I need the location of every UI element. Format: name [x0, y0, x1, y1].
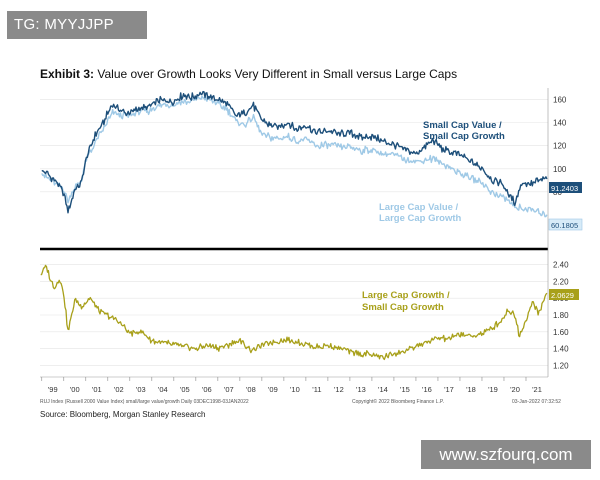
x-tick-label: '01	[92, 385, 102, 394]
y-tick-bottom: 2.40	[553, 260, 569, 269]
y-tick-top: 160	[553, 96, 567, 105]
y-tick-top: 100	[553, 165, 567, 174]
growth-ratio-last-value: 2.0629	[551, 291, 574, 300]
x-tick-label: '06	[202, 385, 212, 394]
watermark-top: TG: MYYJJPP	[7, 11, 147, 39]
x-tick-label: '10	[290, 385, 300, 394]
x-tick-label: '00	[70, 385, 80, 394]
bottom-gridlines	[40, 264, 548, 366]
x-tick-label: '09	[268, 385, 278, 394]
x-tick-label: '14	[378, 385, 388, 394]
y-tick-bottom: 1.20	[553, 362, 569, 371]
large-cap-last-value: 60.1805	[551, 221, 578, 230]
x-tick-label: '13	[356, 385, 366, 394]
large-cap-last-value-box	[548, 218, 583, 231]
y-tick-bottom: 2.20	[553, 277, 569, 286]
x-tick-label: '20	[510, 385, 520, 394]
large-cap-label-line2: Large Cap Growth	[379, 213, 462, 224]
large-small-growth-ratio-line	[40, 264, 548, 361]
y-tick-bottom: 1.40	[553, 345, 569, 354]
source-note: Source: Bloomberg, Morgan Stanley Resear…	[40, 410, 206, 419]
exhibit-number: Exhibit 3:	[40, 67, 95, 81]
y-tick-bottom: 1.60	[553, 328, 569, 337]
large-cap-label-line1: Large Cap Value /	[379, 202, 459, 213]
x-tick-label: '12	[334, 385, 344, 394]
x-tick-label: '04	[158, 385, 168, 394]
x-tick-label: '02	[114, 385, 124, 394]
small-cap-label-line1: Small Cap Value /	[423, 120, 502, 131]
growth-ratio-label-line1: Large Cap Growth /	[362, 290, 450, 301]
chart-title: Exhibit 3: Value over Growth Looks Very …	[40, 67, 457, 81]
x-tick-label: '11	[312, 385, 321, 394]
bottom-y-tick-labels: 1.201.401.601.802.002.202.40	[553, 260, 569, 370]
series-lines	[40, 90, 548, 361]
small-cap-value-growth-line	[41, 90, 548, 214]
small-cap-label-line2: Small Cap Growth	[423, 131, 505, 142]
x-tick-label: '17	[444, 385, 454, 394]
top-y-tick-labels: 80100120140160	[553, 96, 567, 197]
x-tick-label: '99	[48, 385, 58, 394]
x-tick-label: '16	[422, 385, 432, 394]
y-tick-bottom: 1.80	[553, 311, 569, 320]
x-tick-label: '03	[136, 385, 146, 394]
footer-left: RUJ Index (Russell 2000 Value Index) sma…	[40, 399, 249, 405]
watermark-bottom: www.szfourq.com	[421, 440, 591, 469]
y-tick-top: 120	[553, 142, 567, 151]
x-tick-label: '21	[532, 385, 542, 394]
y-tick-top: 140	[553, 119, 567, 128]
small-cap-last-value: 91.2403	[551, 184, 578, 193]
x-tick-labels: '99 '00 '01 '02 '03 '04 '05 '06 '07 '08 '09 '10 '11 '…	[41, 377, 542, 394]
growth-ratio-last-value-box	[549, 289, 579, 300]
top-gridlines	[40, 99, 548, 193]
growth-ratio-label-line2: Small Cap Growth	[362, 302, 444, 313]
x-tick-label: '19	[488, 385, 498, 394]
x-tick-label: '07	[224, 385, 234, 394]
footer-center: Copyright© 2022 Bloomberg Finance L.P.	[352, 398, 444, 405]
footer-right: 03-Jan-2022 07:32:52	[512, 399, 561, 405]
large-cap-value-growth-line	[41, 95, 548, 218]
x-tick-label: '05	[180, 385, 190, 394]
chart-title-text: Value over Growth Looks Very Different i…	[97, 67, 458, 81]
x-tick-label: '08	[246, 385, 256, 394]
x-tick-label: '15	[400, 385, 410, 394]
small-cap-last-value-box	[549, 182, 582, 193]
x-tick-label: '18	[466, 385, 476, 394]
